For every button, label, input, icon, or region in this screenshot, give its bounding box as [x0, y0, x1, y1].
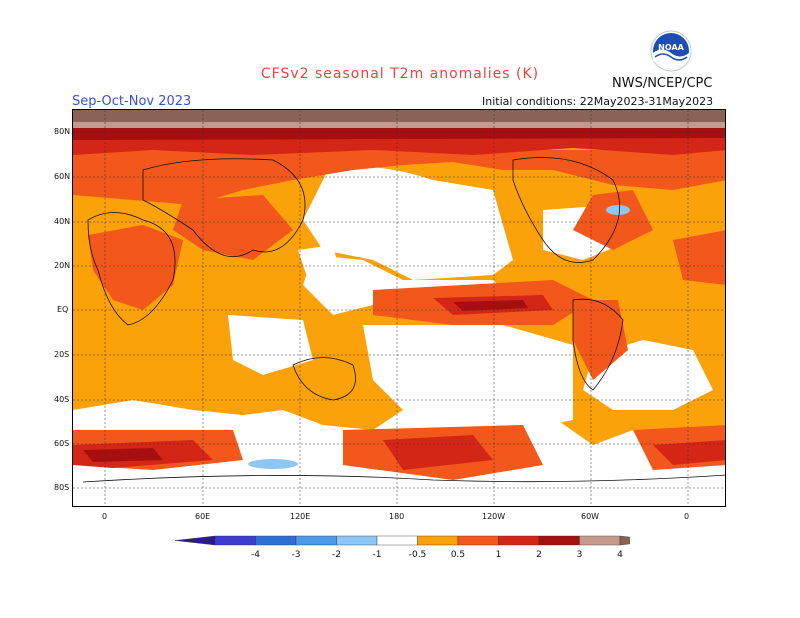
legend-label-8: 3 — [577, 550, 583, 560]
anomaly-negative-antarctic — [248, 459, 298, 469]
lon-label-60w: 60W — [581, 512, 600, 521]
lat-label-80n: 80N — [54, 127, 71, 136]
map-panel — [72, 109, 726, 507]
lon-label-0-left: 0 — [102, 512, 108, 521]
legend-swatch-neg2_neg1 — [295, 535, 337, 546]
map-title: CFSv2 seasonal T2m anomalies (K) — [260, 66, 540, 82]
legend-swatch-p3_4 — [538, 535, 580, 546]
legend-label-1: -3 — [292, 550, 301, 560]
agency-label: NWS/NCEP/CPC — [612, 76, 713, 91]
lon-label-180: 180 — [389, 512, 405, 521]
lat-label-60n: 60N — [54, 172, 71, 181]
coastlines — [82, 157, 725, 483]
legend-swatch-above-4 — [619, 535, 630, 546]
lon-label-120w: 120W — [482, 512, 506, 521]
legend-label-5: 0.5 — [451, 550, 465, 560]
anomaly-north-america — [573, 190, 653, 250]
anomaly-south-america — [573, 300, 628, 380]
anomaly-arctic-extreme — [73, 110, 725, 122]
legend-swatch-p2_3 — [498, 535, 540, 546]
anomaly-southern-ocean-peak — [83, 448, 163, 462]
lat-label-80s: 80S — [54, 483, 70, 492]
lat-label-60s: 60S — [54, 439, 70, 448]
noaa-logo-text: NOAA — [658, 43, 684, 52]
anomaly-arctic-band — [73, 128, 725, 140]
legend-swatch-below-neg4 — [175, 535, 216, 546]
lon-label-60e: 60E — [195, 512, 211, 521]
legend-label-4: -0.5 — [409, 550, 427, 560]
anomaly-southern-ocean-strong-e — [653, 440, 725, 465]
legend-swatch-neg4_neg3 — [214, 535, 256, 546]
legend-label-3: -1 — [373, 550, 382, 560]
graticule — [73, 110, 725, 506]
lon-label-120e: 120E — [290, 512, 311, 521]
initial-conditions-label: Initial conditions: 22May2023-31May2023 — [482, 95, 714, 108]
legend-swatch-neutral — [376, 535, 418, 546]
color-legend: -4 -3 -2 -1 -0.5 0.5 1 2 3 4 — [175, 535, 630, 560]
legend-swatch-p05_1 — [417, 535, 459, 546]
neutral-antarctic — [73, 470, 725, 506]
legend-label-9: 4 — [617, 550, 623, 560]
anomaly-map — [73, 110, 725, 506]
legend-swatch-p1_2 — [457, 535, 499, 546]
legend-label-6: 1 — [496, 550, 502, 560]
neutral-west-pacific — [298, 245, 343, 295]
season-label: Sep-Oct-Nov 2023 — [72, 94, 192, 109]
anomaly-atlantic-ne — [673, 230, 725, 285]
legend-label-2: -2 — [332, 550, 341, 560]
legend-swatch-neg1_neg05 — [336, 535, 378, 546]
lat-label-40s: 40S — [54, 395, 70, 404]
legend-label-7: 2 — [536, 550, 542, 560]
legend-swatch-neg3_neg2 — [255, 535, 297, 546]
lat-label-20n: 20N — [54, 261, 71, 270]
neutral-north-pacific — [303, 166, 513, 280]
legend-swatch-p4_5 — [579, 535, 621, 546]
legend-label-0: -4 — [251, 550, 260, 560]
lat-label-20s: 20S — [54, 350, 70, 359]
neutral-indian-ocean — [228, 315, 313, 375]
lon-label-0-right: 0 — [684, 512, 690, 521]
anomaly-africa — [88, 225, 183, 310]
noaa-logo-icon: NOAA — [650, 30, 692, 72]
neutral-south-pacific — [363, 325, 573, 430]
anomaly-enso-peak — [453, 300, 528, 311]
lat-label-eq: EQ — [57, 305, 69, 314]
anomaly-negative-atlantic — [606, 205, 630, 215]
anomaly-field-moderate — [73, 150, 725, 205]
lat-label-40n: 40N — [54, 217, 71, 226]
